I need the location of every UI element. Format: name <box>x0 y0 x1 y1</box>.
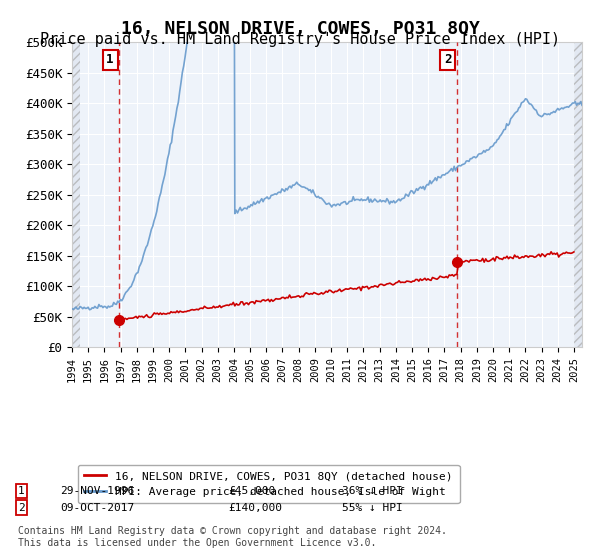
Text: £45,000: £45,000 <box>228 486 275 496</box>
Text: Contains HM Land Registry data © Crown copyright and database right 2024.
This d: Contains HM Land Registry data © Crown c… <box>18 526 447 548</box>
Bar <box>72 42 80 347</box>
Legend: 16, NELSON DRIVE, COWES, PO31 8QY (detached house), HPI: Average price, detached: 16, NELSON DRIVE, COWES, PO31 8QY (detac… <box>77 464 460 503</box>
Text: 09-OCT-2017: 09-OCT-2017 <box>60 503 134 513</box>
Text: 55% ↓ HPI: 55% ↓ HPI <box>342 503 403 513</box>
Text: 16, NELSON DRIVE, COWES, PO31 8QY: 16, NELSON DRIVE, COWES, PO31 8QY <box>121 20 479 38</box>
Text: 36% ↓ HPI: 36% ↓ HPI <box>342 486 403 496</box>
Text: Price paid vs. HM Land Registry's House Price Index (HPI): Price paid vs. HM Land Registry's House … <box>40 32 560 47</box>
Text: 1: 1 <box>106 53 114 67</box>
Text: 2: 2 <box>18 503 25 513</box>
Text: 29-NOV-1996: 29-NOV-1996 <box>60 486 134 496</box>
Bar <box>574 42 582 347</box>
Text: 2: 2 <box>444 53 451 67</box>
Text: 1: 1 <box>18 486 25 496</box>
Text: £140,000: £140,000 <box>228 503 282 513</box>
